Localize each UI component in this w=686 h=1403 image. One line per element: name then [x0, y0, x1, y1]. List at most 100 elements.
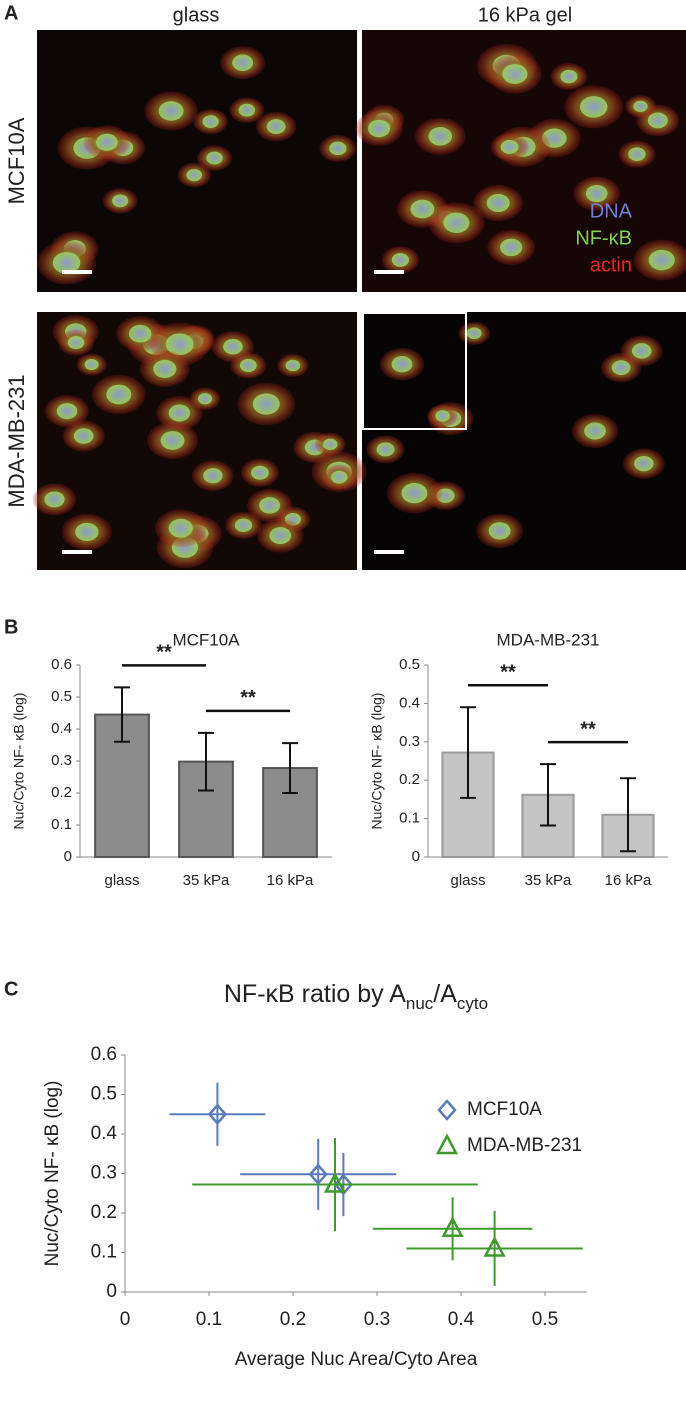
nucleus — [631, 343, 652, 359]
nucleus — [428, 127, 453, 146]
y-tick-label: 0.1 — [51, 816, 72, 833]
x-tick-label: 0.2 — [280, 1309, 306, 1330]
y-tick-label: 0.1 — [91, 1242, 117, 1263]
significance-label: ** — [580, 718, 596, 740]
nucleus — [52, 252, 81, 274]
nucleus — [269, 527, 292, 545]
nucleus — [584, 422, 606, 440]
cells — [32, 43, 686, 569]
y-tick-label: 0.3 — [51, 752, 72, 769]
inset-frame — [362, 312, 467, 430]
y-tick-label: 0.4 — [399, 694, 420, 711]
nucleus — [648, 249, 675, 271]
x-tick-label: 0 — [120, 1309, 131, 1330]
significance-label: ** — [500, 662, 516, 684]
nucleus — [500, 238, 523, 257]
nucleus — [266, 119, 286, 135]
nucleus — [165, 333, 194, 356]
bar — [94, 713, 150, 858]
row-label: MDA-MB-231 — [4, 374, 29, 507]
nucleus — [435, 410, 450, 422]
panel-label: C — [4, 978, 18, 1000]
column-label: 16 kPa gel — [478, 4, 573, 26]
nucleus — [202, 115, 219, 128]
nucleus — [232, 54, 254, 72]
nucleus — [628, 147, 646, 162]
panel-label: B — [4, 616, 18, 638]
y-tick-label: 0.2 — [399, 771, 420, 788]
point — [308, 1163, 328, 1186]
y-tick-label: 0.3 — [399, 733, 420, 750]
chart-title-part: nuc — [406, 994, 434, 1013]
nucleus — [106, 384, 132, 405]
column-label: glass — [173, 4, 220, 26]
y-tick-label: 0 — [412, 848, 420, 865]
nucleus — [285, 359, 301, 372]
legend-entry: NF-κB — [575, 227, 632, 249]
channel-legend: DNA NF-κB actin — [575, 200, 632, 276]
nucleus — [466, 327, 482, 340]
nucleus — [488, 522, 511, 540]
error-bar — [114, 686, 130, 743]
x-tick-label: 35 kPa — [183, 872, 230, 889]
nucleus — [560, 69, 578, 84]
nucleus — [223, 338, 243, 355]
nucleus — [56, 403, 78, 420]
nucleus — [234, 518, 253, 533]
nucleus — [239, 358, 257, 373]
significance-label: ** — [240, 687, 256, 709]
nucleus — [502, 64, 528, 84]
x-tick-label: 0.3 — [364, 1309, 390, 1330]
x-tick-label: glass — [450, 872, 485, 889]
error-bar — [620, 777, 636, 853]
nucleus — [391, 253, 410, 267]
nucleus — [75, 522, 99, 542]
x-axis-title: Average Nuc Area/Cyto Area — [235, 1349, 478, 1370]
y-axis-title: Nuc/Cyto NF- κB (log) — [369, 693, 385, 830]
y-tick-label: 0.4 — [91, 1123, 118, 1144]
row-label: MCF10A — [4, 117, 29, 204]
nucleus — [251, 465, 269, 480]
y-axis-title: Nuc/Cyto NF- κB (log) — [11, 693, 27, 830]
nucleus — [197, 393, 213, 405]
error-bar — [460, 706, 476, 799]
legend-entry: actin — [590, 254, 632, 276]
nucleus — [112, 194, 129, 208]
nucleus — [580, 96, 608, 118]
y-tick-label: 0 — [106, 1281, 117, 1302]
nucleus — [367, 119, 391, 138]
nucleus — [401, 482, 428, 504]
nucleus — [329, 141, 347, 156]
nucleus — [611, 360, 631, 376]
legend-label: MDA-MB-231 — [467, 1135, 582, 1156]
chart-title-part: NF-κB ratio by A — [224, 980, 406, 1008]
nucleus — [73, 428, 94, 444]
point — [207, 1103, 228, 1126]
nucleus — [647, 112, 668, 129]
error-bar — [198, 731, 214, 792]
nucleus — [238, 103, 256, 117]
x-tick-label: 16 kPa — [605, 872, 652, 889]
nucleus — [443, 212, 470, 234]
y-tick-label: 0.4 — [51, 720, 72, 737]
nucleus — [500, 139, 519, 154]
chart-title: MDA-MB-231 — [497, 630, 600, 649]
nucleus — [67, 336, 85, 350]
y-tick-label: 0.6 — [91, 1044, 117, 1065]
nucleus — [203, 468, 223, 484]
x-tick-label: 0.1 — [196, 1309, 222, 1330]
y-tick-label: 0.1 — [399, 810, 420, 827]
nucleus — [158, 101, 184, 121]
nucleus — [168, 518, 193, 538]
y-tick-label: 0 — [64, 848, 72, 865]
nucleus — [252, 393, 280, 415]
y-tick-label: 0.5 — [51, 688, 72, 705]
nucleus — [168, 404, 191, 422]
nucleus — [486, 193, 510, 213]
scale-bars — [62, 270, 404, 554]
nucleus — [331, 470, 348, 484]
legend-marker — [437, 1099, 457, 1121]
point — [441, 1216, 464, 1238]
